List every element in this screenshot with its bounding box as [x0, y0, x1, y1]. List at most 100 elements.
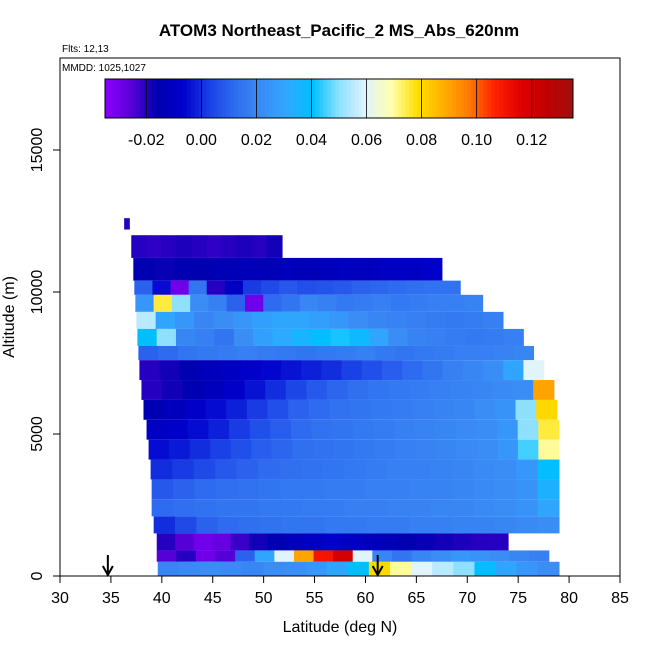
colorbar-swatch: [463, 79, 469, 118]
colorbar-swatch: [346, 79, 352, 118]
heatmap-cell: [280, 499, 303, 517]
heatmap-cell: [191, 235, 208, 258]
heatmap-cell: [311, 328, 331, 346]
colorbar-swatch: [186, 79, 192, 118]
heatmap-cell: [291, 328, 312, 346]
heatmap-cell: [352, 550, 373, 562]
heatmap-cell: [422, 360, 444, 381]
colorbar-swatch: [136, 79, 141, 118]
heatmap-cell: [242, 561, 264, 576]
colorbar-swatch: [514, 79, 519, 118]
heatmap-cell: [290, 419, 313, 440]
colorbar-frame: [104, 78, 574, 119]
heatmap-cell: [472, 459, 496, 480]
heatmap-cell: [464, 311, 485, 329]
heatmap-cells: [124, 218, 560, 576]
heatmap-cell: [212, 533, 232, 551]
heatmap-cell: [344, 499, 367, 517]
heatmap-cell: [256, 257, 278, 281]
heatmap-cell: [284, 561, 307, 576]
heatmap-cell: [258, 499, 281, 517]
heatmap-cell: [305, 561, 328, 576]
heatmap-cell: [267, 533, 287, 551]
colorbar-swatch: [331, 79, 336, 118]
heatmap-cell: [372, 550, 393, 562]
heatmap-cell: [179, 360, 201, 381]
colorbar-swatch: [370, 79, 375, 118]
heatmap-cell: [280, 360, 302, 381]
heatmap-cell: [174, 257, 196, 281]
heatmap-cell: [333, 550, 354, 562]
heatmap-cell: [414, 419, 436, 440]
heatmap-cell: [406, 311, 427, 329]
heatmap-cell: [430, 380, 452, 400]
heatmap-cell: [270, 419, 292, 440]
y-tick-label: 0: [29, 571, 46, 580]
colorbar-swatch: [350, 79, 356, 118]
heatmap-cell: [226, 399, 248, 420]
heatmap-cell: [266, 235, 283, 258]
heatmap-cell: [390, 561, 412, 576]
heatmap-cell: [215, 499, 238, 517]
colorbar-swatch: [206, 79, 211, 118]
heatmap-cell: [497, 439, 519, 460]
heatmap-cell: [450, 550, 471, 562]
colorbar-swatch: [272, 79, 278, 118]
x-tick-label: 55: [306, 590, 324, 607]
colorbar-swatch: [381, 79, 387, 118]
colorbar-swatch: [440, 79, 445, 118]
heatmap-cell: [464, 294, 484, 312]
heatmap-cell: [311, 419, 333, 440]
heatmap-cell: [408, 499, 431, 517]
heatmap-cell: [177, 345, 199, 361]
colorbar-swatch: [510, 79, 515, 118]
x-tick-label: 60: [357, 590, 375, 607]
colorbar-swatch: [167, 79, 172, 118]
heatmap-cell: [321, 360, 343, 381]
heatmap-cell: [301, 360, 322, 381]
heatmap-cell: [279, 459, 302, 480]
heatmap-cell: [217, 516, 240, 534]
heatmap-cell: [431, 550, 452, 562]
heatmap-cell: [345, 516, 368, 534]
heatmap-cell: [141, 380, 163, 400]
heatmap-cell: [348, 311, 369, 329]
x-tick-label: 70: [458, 590, 476, 607]
heatmap-cell: [365, 499, 389, 517]
colorbar-swatch: [335, 79, 340, 118]
heatmap-cell: [238, 516, 261, 534]
heatmap-cell: [336, 294, 356, 312]
heatmap-cell: [405, 280, 425, 295]
colorbar-swatch: [233, 79, 239, 118]
heatmap-cell: [516, 479, 539, 500]
heatmap-cell: [175, 516, 197, 534]
heatmap-cell: [387, 311, 408, 329]
heatmap-cell: [471, 533, 491, 551]
heatmap-cell: [391, 294, 411, 312]
heatmap-cell: [215, 479, 238, 500]
heatmap-cell: [409, 380, 431, 400]
heatmap-cell: [368, 561, 391, 576]
heatmap-cell: [483, 311, 504, 329]
colorbar-swatch: [549, 79, 554, 118]
heatmap-cell: [260, 516, 283, 534]
heatmap-cell: [258, 479, 281, 500]
colorbar-swatch: [537, 79, 543, 118]
colorbar-swatch: [198, 79, 203, 118]
heatmap-cell: [236, 235, 253, 258]
colorbar-swatch: [303, 79, 309, 118]
colorbar-swatch: [315, 79, 320, 118]
heatmap-cell: [151, 479, 174, 500]
colorbar-swatch: [311, 79, 317, 118]
heatmap-cell: [375, 345, 396, 361]
heatmap-cell: [421, 257, 443, 281]
heatmap-cell: [277, 257, 299, 281]
heatmap-cell: [423, 280, 443, 295]
heatmap-cell: [329, 311, 350, 329]
heatmap-cell: [411, 561, 433, 576]
heatmap-cell: [495, 561, 518, 576]
heatmap-cell: [161, 235, 178, 258]
date-label: MMDD: 1025,1027: [62, 63, 146, 74]
heatmap-cell: [451, 459, 474, 480]
colorbar-swatch: [459, 79, 465, 118]
